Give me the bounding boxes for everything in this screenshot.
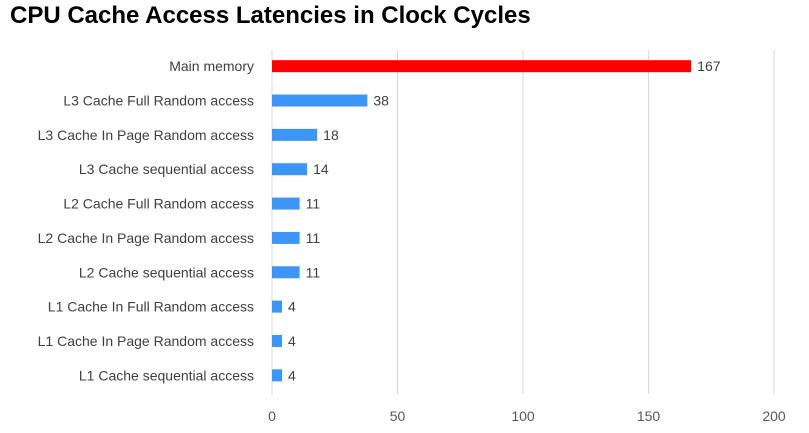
category-label: L2 Cache In Page Random access <box>38 230 254 246</box>
bar <box>272 231 300 244</box>
bar <box>272 300 283 313</box>
value-label: 4 <box>288 367 296 383</box>
bar <box>272 197 300 210</box>
value-label: 4 <box>288 333 296 349</box>
bar <box>272 94 368 107</box>
category-label: L3 Cache Full Random access <box>63 93 254 109</box>
bar <box>272 266 300 279</box>
bar <box>272 369 283 382</box>
x-tick-labels: 0 50 100 150 200 <box>268 408 786 424</box>
category-labels: Main memory L3 Cache Full Random access L3… <box>38 58 254 383</box>
bar <box>272 128 318 141</box>
bars <box>272 60 692 382</box>
category-label: L2 Cache Full Random access <box>63 196 254 212</box>
category-label: L3 Cache sequential access <box>79 161 254 177</box>
value-label: 4 <box>288 299 296 315</box>
x-tick-label: 50 <box>390 408 406 424</box>
category-label: L2 Cache sequential access <box>79 264 254 280</box>
bar <box>272 60 692 73</box>
bar <box>272 163 308 176</box>
value-label: 167 <box>697 58 721 74</box>
category-label: Main memory <box>169 58 254 74</box>
x-tick-label: 150 <box>637 408 661 424</box>
value-label: 11 <box>306 196 321 212</box>
x-tick-label: 0 <box>268 408 276 424</box>
category-label: L1 Cache In Full Random access <box>48 299 254 315</box>
category-label: L1 Cache sequential access <box>79 367 254 383</box>
value-label: 14 <box>313 161 329 177</box>
value-label: 11 <box>306 264 321 280</box>
x-tick-label: 100 <box>511 408 535 424</box>
value-labels: 167 38 18 14 11 11 11 4 4 4 <box>288 58 721 383</box>
value-label: 11 <box>306 230 321 246</box>
value-label: 38 <box>373 93 389 109</box>
x-tick-label: 200 <box>762 408 786 424</box>
category-label: L3 Cache In Page Random access <box>38 127 254 143</box>
category-label: L1 Cache In Page Random access <box>38 333 254 349</box>
bar <box>272 334 283 347</box>
value-label: 18 <box>323 127 339 143</box>
chart-title: CPU Cache Access Latencies in Clock Cycl… <box>10 2 531 29</box>
